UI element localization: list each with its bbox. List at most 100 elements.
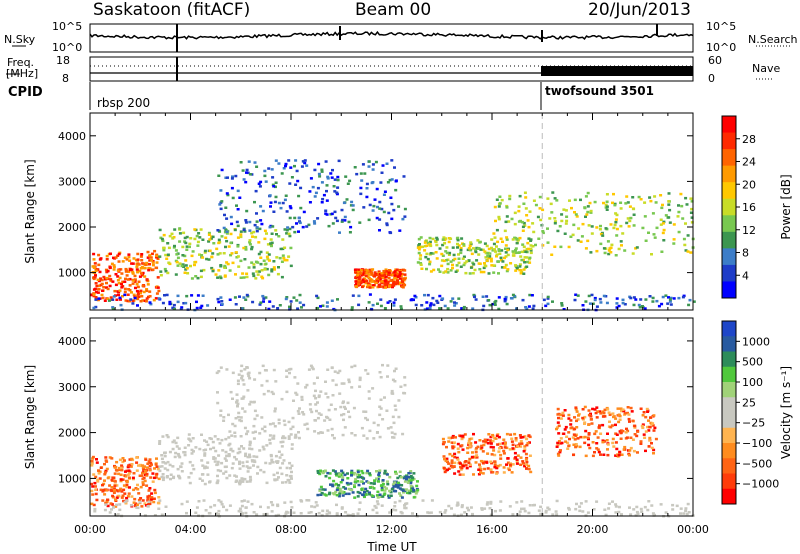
y-tick-label: 3000: [58, 381, 86, 394]
freq-tick-top: 18: [56, 54, 70, 67]
echo-region: [215, 363, 407, 440]
echo-region: [316, 469, 420, 499]
x-tick-label: 20:00: [577, 523, 609, 536]
y-axis-title: Slant Range [km]: [23, 365, 37, 469]
nsky-line: [89, 30, 694, 40]
colorbar-swatch: [722, 336, 736, 352]
y-tick-label: 3000: [58, 175, 86, 188]
y-tick-label: 2000: [58, 427, 86, 440]
station-title: Saskatoon (fitACF): [93, 0, 251, 20]
x-tick-label: 00:00: [677, 523, 709, 536]
colorbar-swatch: [722, 149, 736, 167]
nsky-tick-bottom: 10^0: [52, 41, 82, 54]
colorbar-tick-label: −25: [742, 417, 765, 430]
colorbar-swatch: [722, 165, 736, 183]
colorbar-swatch: [722, 382, 736, 398]
colorbar-tick-label: 28: [742, 133, 756, 146]
x-tick-label: 00:00: [74, 523, 106, 536]
nsearch-tick-bottom: 10^0: [706, 41, 736, 54]
colorbar-title: Power [dB]: [779, 174, 793, 239]
colorbar-swatch: [722, 397, 736, 413]
colorbar-swatch: [722, 182, 736, 200]
freq-tick-bottom: 8: [62, 72, 69, 85]
colorbar-tick-label: 24: [742, 156, 756, 169]
colorbar-tick-label: 1000: [742, 335, 770, 348]
colorbar-tick-label: −1000: [742, 478, 779, 491]
colorbar-swatch: [722, 473, 736, 490]
echo-region: [93, 499, 695, 518]
nsky-trace: [89, 24, 694, 52]
freq-label: Freq.: [7, 56, 35, 69]
nsky-panel-frame: [89, 23, 694, 53]
colorbar-swatch: [722, 198, 736, 216]
colorbar-swatch: [722, 351, 736, 368]
y-tick-label: 1000: [58, 267, 86, 280]
cpid-label: CPID: [8, 85, 43, 100]
colorbar-swatch: [722, 412, 736, 429]
freq-trace: [90, 57, 693, 81]
x-tick-label: 16:00: [476, 523, 508, 536]
colorbar-tick-label: 25: [742, 396, 756, 409]
colorbar-swatch: [722, 366, 736, 383]
echo-region: [416, 236, 533, 275]
x-axis: 00:00 04:00 08:00 12:00 16:00 20:00 00:00: [74, 523, 709, 536]
colorbar-swatch: [722, 231, 736, 249]
echo-region: [555, 405, 658, 458]
colorbar-tick-label: −500: [742, 457, 772, 470]
colorbar-swatch: [722, 215, 736, 233]
y-axis-title: Slant Range [km]: [23, 159, 37, 263]
colorbar-swatch: [722, 116, 736, 134]
colorbar-tick-label: −100: [742, 437, 772, 450]
echo-region: [92, 293, 696, 312]
echo-region: [353, 268, 407, 289]
colorbar-swatch: [722, 264, 736, 282]
freq-unit-label: [MHz]: [6, 67, 39, 80]
colorbar-swatch: [722, 427, 736, 444]
cpid-segment-0: rbsp 200: [97, 96, 151, 110]
echo-region: [158, 432, 294, 486]
nave-block: [541, 66, 693, 76]
echo-region: [90, 455, 161, 508]
echo-region: [492, 191, 695, 257]
colorbar-swatch: [722, 248, 736, 266]
colorbar-tick-label: 100: [742, 376, 763, 389]
x-tick-label: 04:00: [175, 523, 207, 536]
colorbar-swatch: [722, 443, 736, 459]
colorbar-swatch: [722, 321, 736, 337]
colorbar-tick-label: 12: [742, 224, 756, 237]
beam-label: Beam 00: [355, 0, 432, 20]
velocity-colorbar: 1000 500 100 25 −25 −100 −500 −1000 Velocity [m …: [721, 320, 793, 505]
echo-region: [441, 432, 533, 476]
x-tick-label: 12:00: [376, 523, 408, 536]
nsearch-tick-top: 10^5: [706, 20, 736, 33]
nsearch-label: N.Search: [748, 33, 798, 46]
echo-region: [216, 159, 407, 235]
nave-tick-bottom: 0: [708, 72, 715, 85]
colorbar-title: Velocity [m s⁻¹]: [779, 366, 793, 459]
colorbar-tick-label: 20: [742, 178, 756, 191]
nsky-label: N.Sky: [4, 33, 36, 46]
y-tick-label: 1000: [58, 472, 86, 485]
power-colorbar: 28 24 20 16 12 8 4 Power [dB]: [721, 115, 793, 299]
nave-label: Nave: [752, 62, 781, 75]
colorbar-tick-label: 4: [742, 269, 749, 282]
x-axis-title: Time UT: [366, 540, 417, 554]
y-tick-label: 4000: [58, 130, 86, 143]
colorbar-tick-label: 16: [742, 201, 756, 214]
echo-region: [158, 227, 293, 280]
colorbar-swatch: [722, 488, 736, 505]
colorbar-swatch: [722, 458, 736, 474]
colorbar-frame: [721, 320, 737, 505]
date-label: 20/Jun/2013: [588, 0, 691, 20]
colorbar-swatch: [722, 281, 736, 299]
cpid-segment-1: twofsound 3501: [545, 84, 654, 98]
echo-region: [90, 249, 161, 303]
nave-tick-top: 60: [708, 54, 722, 67]
y-tick-label: 2000: [58, 221, 86, 234]
nsky-tick-top: 10^5: [52, 20, 82, 33]
velocity-panel: 1000 2000 3000 4000 Slant Range [km]: [23, 317, 695, 518]
colorbar-tick-label: 500: [742, 356, 763, 369]
colorbar-tick-label: 8: [742, 247, 749, 260]
colorbar-swatch: [722, 132, 736, 150]
